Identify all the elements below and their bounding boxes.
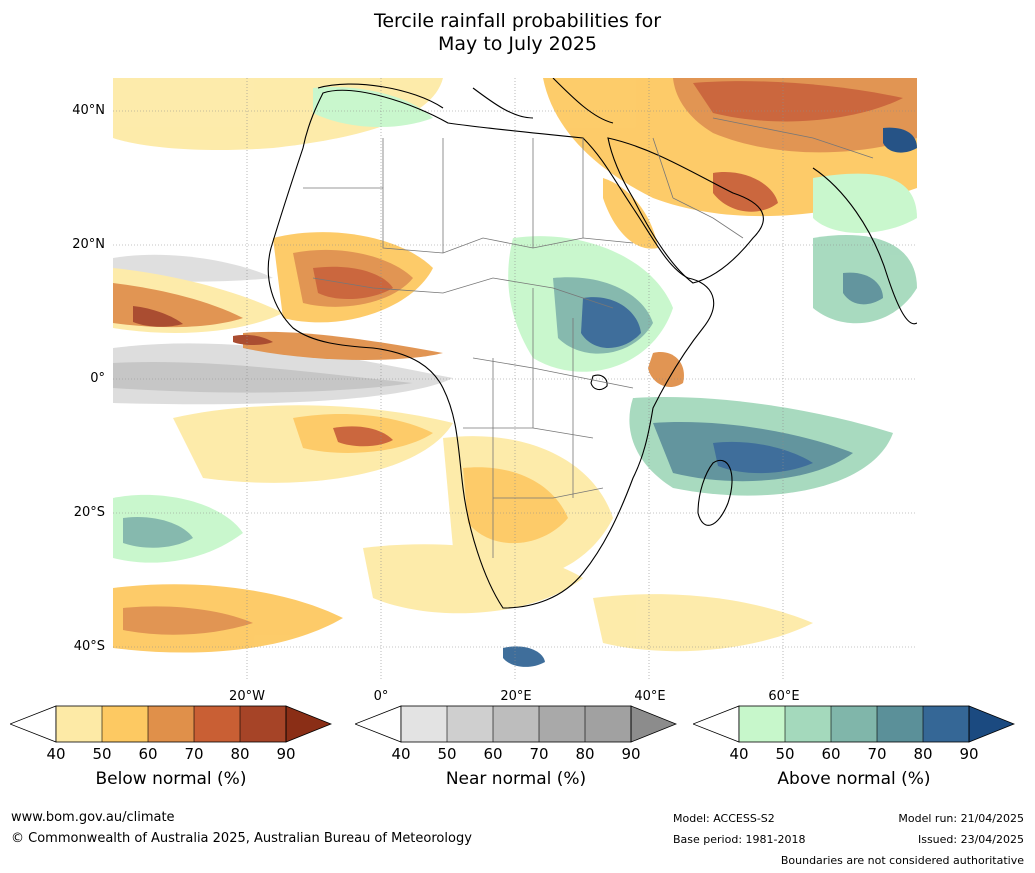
madagascar-coastline: [697, 460, 733, 526]
below-guinea-coast: [243, 331, 443, 360]
below-tick-40: 40: [46, 745, 66, 763]
below-tick-70: 70: [184, 745, 204, 763]
below-south-ocean-east: [593, 594, 813, 652]
india-coastline: [812, 167, 917, 325]
map-title: Tercile rainfall probabilities for May t…: [0, 10, 1035, 56]
issued-text: Issued: 23/04/2025: [917, 833, 1024, 846]
website-link[interactable]: www.bom.gov.au/climate: [11, 810, 175, 825]
lat-label-40s: 40°S: [73, 639, 105, 654]
lat-label-0: 0°: [90, 371, 105, 386]
below-middle-east-c: [693, 81, 903, 122]
lon-label-40e: 40°E: [634, 689, 666, 704]
above-normal-label: Above normal (%): [777, 769, 931, 789]
below-tick-80: 80: [230, 745, 250, 763]
title-line-2: May to July 2025: [438, 33, 597, 55]
near-normal-label: Near normal (%): [445, 769, 587, 789]
lon-label-20w: 20°W: [229, 689, 265, 704]
coastlines: [267, 78, 917, 609]
below-tick-90: 90: [276, 745, 296, 763]
lake-victoria: [590, 374, 608, 391]
near-tick-60: 60: [483, 745, 503, 763]
africa-coastline: [267, 89, 715, 609]
graticule: [113, 78, 917, 681]
near-tick-50: 50: [437, 745, 457, 763]
country-borders: [303, 117, 874, 558]
colorbar-near-normal-swatches: [355, 705, 677, 743]
colorbar-below-normal-swatches: [10, 705, 332, 743]
below-red-sea: [603, 178, 658, 249]
map-canvas: [113, 78, 917, 681]
model-text: Model: ACCESS-S2: [673, 812, 775, 825]
below-horn-africa: [648, 352, 684, 388]
lat-label-20n: 20°N: [72, 237, 105, 252]
rainfall-probability-map: [113, 78, 917, 681]
near-tick-70: 70: [529, 745, 549, 763]
title-line-1: Tercile rainfall probabilities for: [373, 10, 662, 32]
below-normal-label: Below normal (%): [95, 769, 247, 789]
near-tick-40: 40: [391, 745, 411, 763]
near-tick-90: 90: [621, 745, 641, 763]
above-arabian-sea-core: [843, 272, 883, 305]
below-south-atlantic-c: [333, 426, 393, 447]
near-tick-80: 80: [575, 745, 595, 763]
near-normal-band-inner: [113, 362, 413, 393]
above-india: [813, 173, 917, 233]
below-sahel-c: [313, 266, 393, 300]
above-south-atlantic-west-b: [123, 517, 193, 548]
arabia-coastline: [607, 137, 764, 284]
above-tick-40: 40: [729, 745, 749, 763]
below-southern-africa-b: [463, 467, 568, 544]
below-guinea-coast-inner: [233, 334, 273, 345]
lat-label-40n: 40°N: [72, 103, 105, 118]
below-south-west-ocean-inner: [123, 606, 253, 635]
below-tick-60: 60: [138, 745, 158, 763]
probability-field: [113, 78, 917, 667]
above-tick-70: 70: [867, 745, 887, 763]
lon-label-20e: 20°E: [500, 689, 532, 704]
lon-label-60e: 60°E: [768, 689, 800, 704]
below-tick-50: 50: [92, 745, 112, 763]
above-tick-50: 50: [775, 745, 795, 763]
disclaimer-text: Boundaries are not considered authoritat…: [780, 854, 1024, 867]
above-tick-60: 60: [821, 745, 841, 763]
above-tick-80: 80: [913, 745, 933, 763]
above-europe: [313, 87, 433, 128]
lon-label-0: 0°: [373, 689, 389, 704]
model-run-text: Model run: 21/04/2025: [898, 812, 1024, 825]
above-himalaya-core: [883, 127, 917, 153]
above-south-ocean-spot: [503, 646, 545, 667]
europe-coastline: [317, 78, 614, 124]
lat-label-20s: 20°S: [73, 505, 105, 520]
above-tick-90: 90: [959, 745, 979, 763]
copyright-text: © Commonwealth of Australia 2025, Austra…: [11, 831, 472, 846]
below-arabia-gulf: [713, 172, 778, 212]
above-east-africa-core: [581, 297, 641, 348]
base-period-text: Base period: 1981-2018: [673, 833, 806, 846]
below-west-africa-c: [133, 306, 183, 327]
above-indian-ocean-c: [713, 441, 813, 474]
below-south-central-ocean: [363, 544, 583, 614]
colorbar-above-normal-swatches: [693, 705, 1015, 743]
